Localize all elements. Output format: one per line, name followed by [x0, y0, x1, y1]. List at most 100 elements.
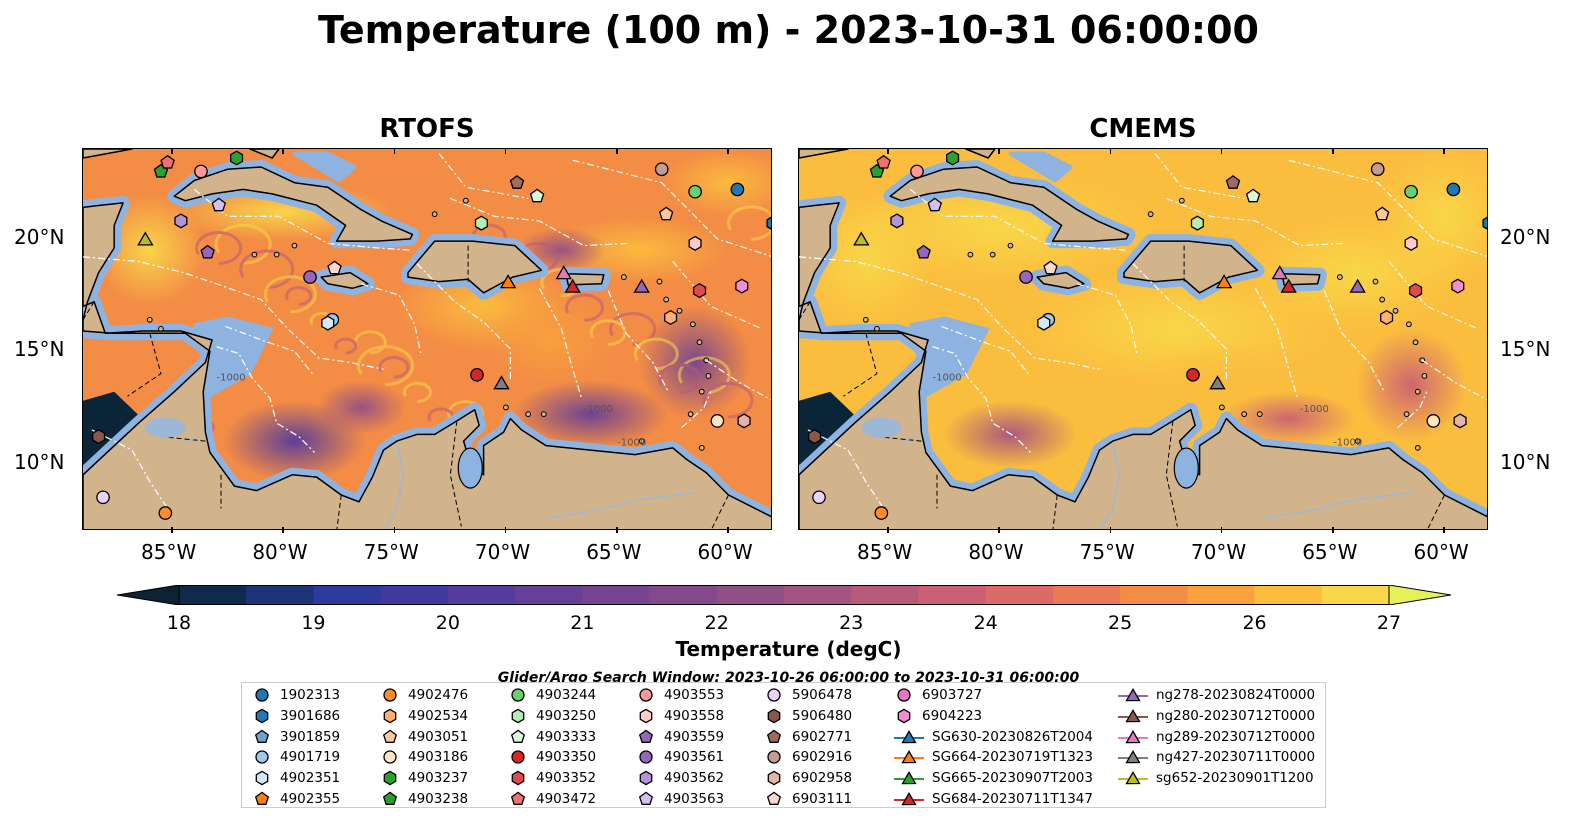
- legend-marker-icon[interactable]: [901, 729, 917, 743]
- legend-marker-icon[interactable]: [255, 750, 269, 765]
- legend-marker-icon[interactable]: [383, 688, 397, 702]
- legend-marker-icon[interactable]: [767, 770, 781, 786]
- float-4903563[interactable]: [211, 197, 227, 212]
- float-4903350[interactable]: [1186, 367, 1200, 382]
- map-cmems[interactable]: -1000 -1000 -1000: [798, 148, 1488, 530]
- legend-marker-icon[interactable]: [639, 688, 653, 702]
- float-4903186[interactable]: [710, 414, 725, 428]
- legend-marker-icon[interactable]: [901, 750, 917, 764]
- glider-SG684-20230711T1347[interactable]: [1280, 278, 1297, 293]
- float-1902313[interactable]: [730, 182, 745, 197]
- float-4902351[interactable]: [321, 315, 335, 331]
- legend-marker-icon[interactable]: [383, 750, 397, 765]
- legend-marker-icon[interactable]: [639, 750, 653, 765]
- legend-marker-icon[interactable]: [767, 708, 781, 724]
- float-4902534[interactable]: [1380, 309, 1394, 326]
- float-4903562[interactable]: [174, 213, 188, 229]
- float-4903237[interactable]: [946, 150, 960, 166]
- float-6902771[interactable]: [509, 175, 525, 189]
- float-4903553[interactable]: [194, 164, 208, 179]
- float-4903352[interactable]: [1408, 282, 1423, 299]
- float-4903051[interactable]: [658, 206, 674, 221]
- legend-marker-icon[interactable]: [767, 688, 781, 702]
- float-6903111[interactable]: [1043, 260, 1058, 275]
- legend-marker-icon[interactable]: [1125, 729, 1141, 743]
- float-4903333[interactable]: [1245, 188, 1261, 203]
- legend-marker-icon[interactable]: [1125, 708, 1141, 723]
- float-4903561[interactable]: [1019, 270, 1033, 284]
- legend-marker-icon[interactable]: [510, 729, 526, 743]
- legend-marker-icon[interactable]: [639, 770, 653, 786]
- float-4903244[interactable]: [1404, 184, 1418, 199]
- glider-ng427-20230711T0000[interactable]: [1209, 375, 1226, 390]
- float-6903111[interactable]: [327, 260, 342, 275]
- float-4902534[interactable]: [664, 309, 678, 326]
- float-4902351[interactable]: [1037, 315, 1051, 331]
- float-5906480[interactable]: [92, 429, 106, 445]
- legend-marker-icon[interactable]: [639, 708, 653, 724]
- legend-marker-icon[interactable]: [511, 708, 525, 724]
- float-4903563[interactable]: [927, 197, 943, 212]
- legend-marker-icon[interactable]: [1125, 750, 1141, 764]
- float-4903333[interactable]: [529, 188, 545, 203]
- legend-marker-icon[interactable]: [511, 770, 525, 786]
- float-3901686[interactable]: [766, 216, 772, 230]
- float-4903250[interactable]: [474, 215, 488, 231]
- legend-marker-icon[interactable]: [767, 750, 781, 765]
- float-6904223[interactable]: [1451, 278, 1465, 294]
- float-4903244[interactable]: [688, 184, 702, 199]
- glider-ng289-20230712T0000[interactable]: [1271, 265, 1288, 280]
- float-6902916[interactable]: [1370, 162, 1385, 177]
- glider-sg652-20230901T1200[interactable]: [137, 231, 154, 246]
- legend-marker-icon[interactable]: [897, 708, 911, 724]
- legend-marker-icon[interactable]: [766, 791, 782, 805]
- float-4902476[interactable]: [158, 506, 173, 520]
- glider-ng289-20230712T0000[interactable]: [555, 265, 572, 280]
- legend-marker-icon[interactable]: [255, 708, 269, 724]
- map-rtofs[interactable]: -1000 -1000 -1000: [82, 148, 772, 530]
- legend-marker-icon[interactable]: [897, 688, 911, 702]
- legend-marker-icon[interactable]: [255, 688, 269, 702]
- legend-marker-icon[interactable]: [254, 729, 270, 743]
- float-6902958[interactable]: [737, 413, 751, 429]
- glider-SG684-20230711T1347[interactable]: [564, 278, 581, 293]
- legend-marker-icon[interactable]: [382, 791, 398, 805]
- legend-marker-icon[interactable]: [511, 750, 525, 765]
- float-4903250[interactable]: [1190, 215, 1204, 231]
- legend-marker-icon[interactable]: [766, 729, 782, 743]
- float-4903562[interactable]: [890, 213, 904, 229]
- float-6902771[interactable]: [1225, 175, 1241, 189]
- float-5906478[interactable]: [96, 490, 110, 505]
- legend-marker-icon[interactable]: [382, 729, 398, 743]
- float-4902476[interactable]: [874, 506, 889, 520]
- float-4903561[interactable]: [303, 270, 317, 284]
- glider-SG664-20230719T1323[interactable]: [1215, 274, 1233, 289]
- legend-marker-icon[interactable]: [383, 708, 397, 724]
- glider-ng427-20230711T0000[interactable]: [493, 375, 510, 390]
- glider-sg652-20230901T1200[interactable]: [853, 231, 870, 246]
- float-3901686[interactable]: [1482, 216, 1488, 230]
- legend-marker-icon[interactable]: [638, 729, 654, 743]
- float-4903350[interactable]: [470, 367, 484, 382]
- float-6904223[interactable]: [735, 278, 749, 294]
- float-4903472[interactable]: [876, 154, 891, 169]
- legend-marker-icon[interactable]: [383, 770, 397, 786]
- float-5906480[interactable]: [808, 429, 822, 445]
- float-1902313[interactable]: [1446, 182, 1461, 197]
- float-4903051[interactable]: [1374, 206, 1390, 221]
- float-4903553[interactable]: [910, 164, 924, 179]
- legend-marker-icon[interactable]: [901, 771, 917, 785]
- float-4903352[interactable]: [692, 282, 707, 299]
- float-5906478[interactable]: [812, 490, 826, 505]
- legend-marker-icon[interactable]: [254, 791, 270, 805]
- legend-marker-icon[interactable]: [511, 688, 525, 702]
- float-4903472[interactable]: [160, 154, 175, 169]
- float-4903559[interactable]: [200, 244, 215, 259]
- legend-marker-icon[interactable]: [638, 791, 654, 805]
- legend-marker-icon[interactable]: [255, 770, 269, 786]
- float-4903558[interactable]: [1404, 235, 1418, 251]
- glider-ng278-20230824T0000[interactable]: [1349, 278, 1366, 293]
- legend-marker-icon[interactable]: [510, 791, 526, 805]
- glider-SG664-20230719T1323[interactable]: [499, 274, 517, 289]
- legend-marker-icon[interactable]: [901, 792, 917, 806]
